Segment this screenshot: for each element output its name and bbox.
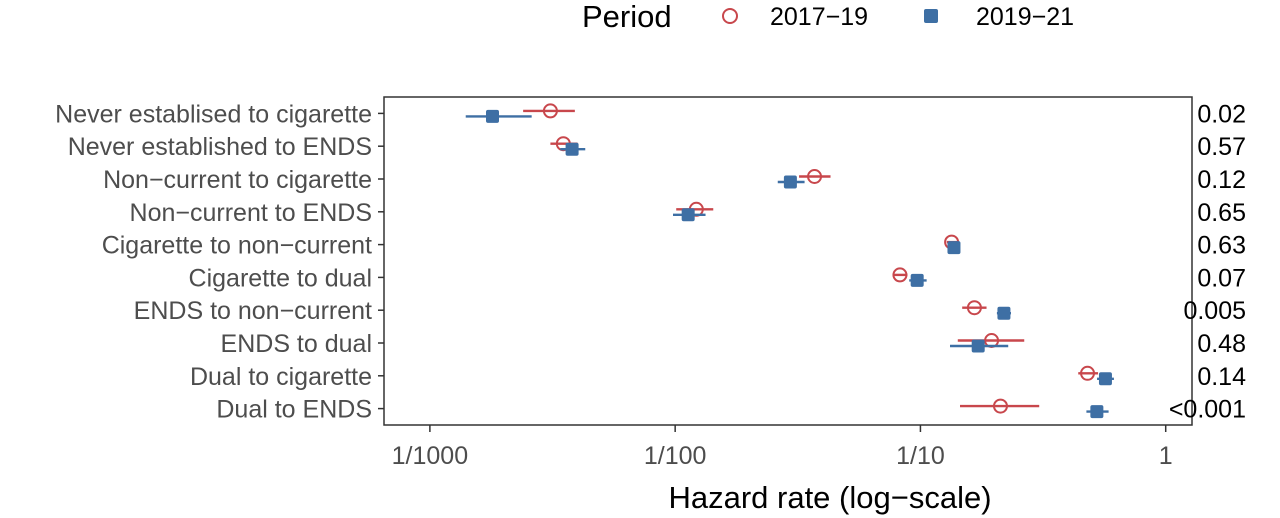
point-2019-21	[1098, 372, 1112, 386]
point-2019-21	[947, 241, 961, 255]
point-2019-21	[997, 306, 1011, 320]
p-value-label: 0.57	[1197, 133, 1246, 161]
p-value-label: 0.12	[1197, 166, 1246, 194]
row-label: Non−current to cigarette	[103, 166, 372, 194]
point-2017-19	[807, 169, 823, 184]
row-label: Never establised to cigarette	[55, 100, 372, 128]
point-2017-19	[892, 267, 908, 283]
row-label: Cigarette to dual	[189, 264, 372, 292]
data-marks	[465, 103, 1114, 419]
p-value-label: 0.65	[1197, 199, 1246, 227]
row-labels: Never establised to cigarette Never estab…	[55, 100, 384, 424]
point-2017-19	[966, 300, 982, 316]
point-2019-21	[783, 175, 797, 189]
point-2017-19	[1080, 365, 1096, 381]
legend-label-2019-21: 2019−21	[976, 3, 1074, 31]
x-axis: 1/1000 1/100 1/10 1	[392, 425, 1173, 470]
legend-marker-2017-19	[722, 8, 738, 24]
row-label: Dual to ENDS	[216, 396, 372, 424]
point-2017-19	[992, 398, 1008, 414]
row-label: ENDS to dual	[221, 330, 372, 358]
legend-marker-2019-21	[924, 9, 938, 23]
row-label: Non−current to ENDS	[130, 199, 372, 227]
p-value-label: 0.63	[1197, 232, 1246, 260]
p-value-label: 0.02	[1197, 100, 1246, 128]
point-2019-21	[681, 208, 695, 222]
point-2019-21	[971, 339, 985, 353]
legend-label-2017-19: 2017−19	[770, 3, 868, 31]
plot-panel	[383, 96, 1193, 426]
row-label: Cigarette to non−current	[102, 232, 372, 260]
p-value-label: 0.005	[1183, 297, 1246, 325]
point-2019-21	[485, 109, 499, 123]
legend-title: Period	[582, 0, 672, 34]
p-value-label: 0.07	[1197, 264, 1246, 292]
p-value-label: 0.48	[1197, 330, 1246, 358]
p-value-label: <0.001	[1169, 396, 1246, 424]
x-tick-label: 1/10	[896, 442, 945, 470]
point-2019-21	[910, 273, 924, 287]
legend: Period 2017−19 2019−21	[582, 0, 1074, 34]
x-tick-label: 1/1000	[392, 442, 468, 470]
p-value-label: 0.14	[1197, 363, 1246, 391]
point-2017-19	[542, 103, 558, 119]
p-values: 0.02 0.57 0.12 0.65 0.63 0.07 0.005 0.48 0.14 <0.…	[1169, 100, 1246, 423]
row-label: Dual to cigarette	[190, 363, 372, 391]
x-axis-title: Hazard rate (log−scale)	[668, 480, 991, 515]
point-2019-21	[565, 142, 579, 156]
row-label: ENDS to non−current	[134, 297, 372, 325]
row-label: Never established to ENDS	[68, 133, 372, 161]
x-tick-label: 1	[1159, 442, 1173, 470]
point-2019-21	[1090, 405, 1104, 419]
x-tick-label: 1/100	[644, 442, 707, 470]
